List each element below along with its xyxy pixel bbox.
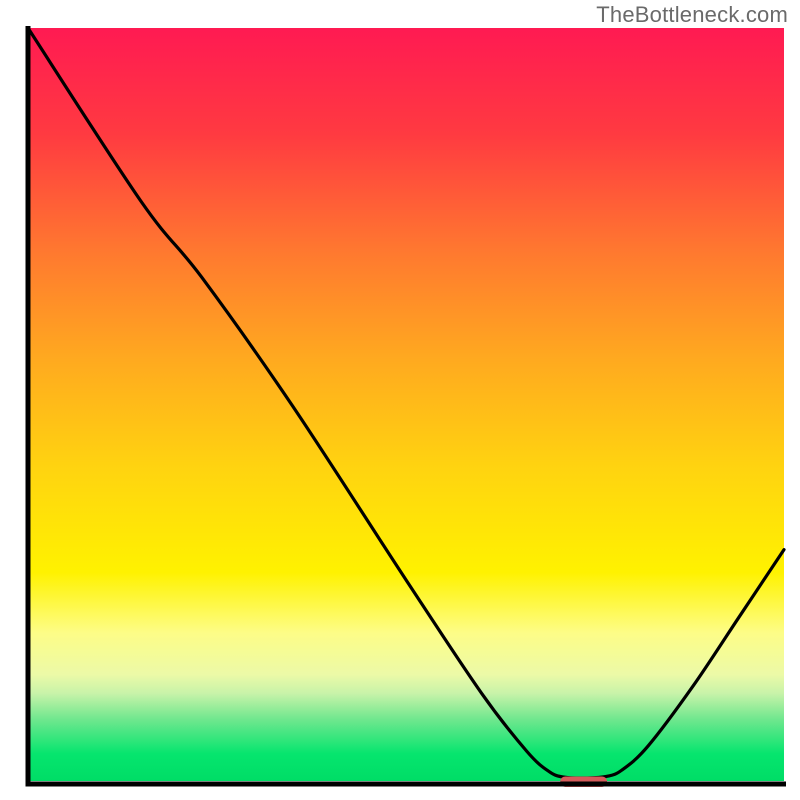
plot-background bbox=[28, 28, 784, 784]
chart-container: TheBottleneck.com bbox=[0, 0, 800, 800]
bottleneck-chart bbox=[0, 0, 800, 800]
watermark-text: TheBottleneck.com bbox=[596, 2, 788, 28]
